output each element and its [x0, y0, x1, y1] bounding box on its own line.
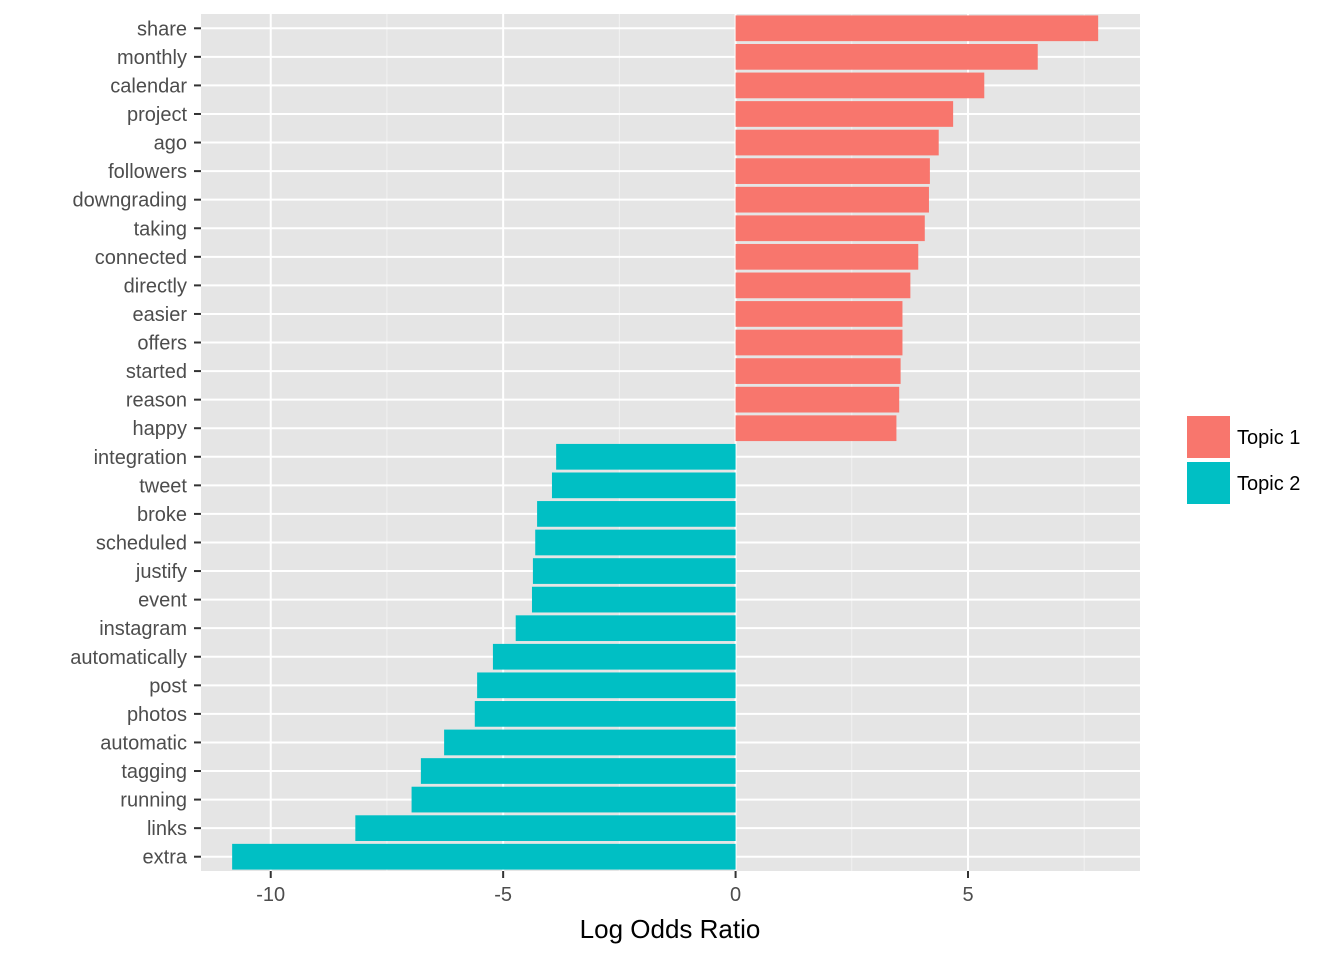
y-tick-label: share [137, 18, 187, 40]
bar-connected [735, 243, 919, 270]
bar-happy [735, 415, 897, 442]
x-axis: -10 -5 0 5 [256, 871, 974, 906]
bar-followers [735, 158, 930, 184]
y-tick-label: connected [95, 247, 187, 269]
bar-running [411, 786, 736, 813]
bar-ago [735, 129, 939, 156]
bar-offers [735, 329, 903, 356]
bar-monthly [735, 43, 1038, 70]
legend-label: Topic 2 [1237, 473, 1300, 495]
y-tick-label: instagram [99, 618, 187, 640]
minor-gridlines [386, 14, 1085, 871]
bar-taking [735, 215, 925, 242]
y-tick-label: automatically [70, 647, 187, 669]
y-tick-label: automatic [100, 732, 187, 754]
y-tick-label: ago [154, 133, 187, 155]
y-tick-label: monthly [117, 47, 187, 69]
y-tick-label: running [120, 790, 187, 812]
y-tick-label: tagging [121, 761, 187, 783]
x-tick-label: 0 [730, 884, 741, 906]
y-tick-label: post [149, 675, 187, 697]
bar-post [477, 672, 736, 699]
y-tick-label: easier [133, 304, 188, 326]
y-axis: share monthly calendar project ago followers d… [70, 18, 201, 869]
y-tick-label: extra [143, 847, 188, 869]
y-tick-label: calendar [110, 75, 187, 97]
y-tick-label: reason [126, 390, 187, 412]
bar-extra [232, 843, 736, 870]
y-tick-label: taking [134, 218, 187, 240]
bar-share [735, 15, 1099, 42]
bar-links [355, 815, 736, 842]
bar-automatic [444, 729, 736, 756]
panel-background [201, 14, 1140, 871]
bar-started [735, 358, 901, 384]
y-tick-label: scheduled [96, 532, 187, 554]
y-tick-label: project [127, 104, 187, 126]
y-tick-label: event [138, 590, 187, 612]
bar-photos [474, 701, 736, 727]
bar-calendar [735, 72, 985, 99]
x-tick-label: -5 [494, 884, 512, 906]
x-tick-label: 5 [962, 884, 973, 906]
x-axis-title: Log Odds Ratio [580, 914, 761, 944]
bar-project [735, 101, 954, 127]
bar-downgrading [735, 186, 929, 213]
bar-reason [735, 386, 900, 413]
y-tick-label: started [126, 361, 187, 383]
bars [232, 15, 1099, 870]
bar-integration [556, 443, 736, 470]
bar-directly [735, 272, 911, 299]
y-tick-label: directly [124, 275, 187, 297]
legend-key [1187, 462, 1230, 504]
bar-justify [532, 558, 736, 584]
bar-tagging [420, 758, 736, 784]
bar-easier [735, 301, 903, 327]
bar-broke [537, 501, 736, 527]
legend-key [1187, 416, 1230, 458]
y-tick-label: downgrading [72, 190, 187, 212]
x-tick-label: -10 [256, 884, 285, 906]
bar-instagram [515, 615, 736, 642]
y-tick-label: justify [135, 561, 187, 583]
y-tick-label: tweet [139, 475, 187, 497]
y-tick-label: offers [137, 333, 187, 355]
legend: Topic 1 Topic 2 [1187, 416, 1300, 504]
y-tick-label: links [147, 818, 187, 840]
y-tick-label: broke [137, 504, 187, 526]
y-tick-label: happy [133, 418, 188, 440]
y-tick-label: followers [108, 161, 187, 183]
bar-event [531, 586, 736, 613]
legend-label: Topic 1 [1237, 427, 1300, 449]
bar-scheduled [535, 529, 736, 556]
y-tick-label: integration [94, 447, 187, 469]
bar-tweet [551, 472, 736, 499]
bar-automatically [492, 643, 736, 670]
y-tick-label: photos [127, 704, 187, 726]
